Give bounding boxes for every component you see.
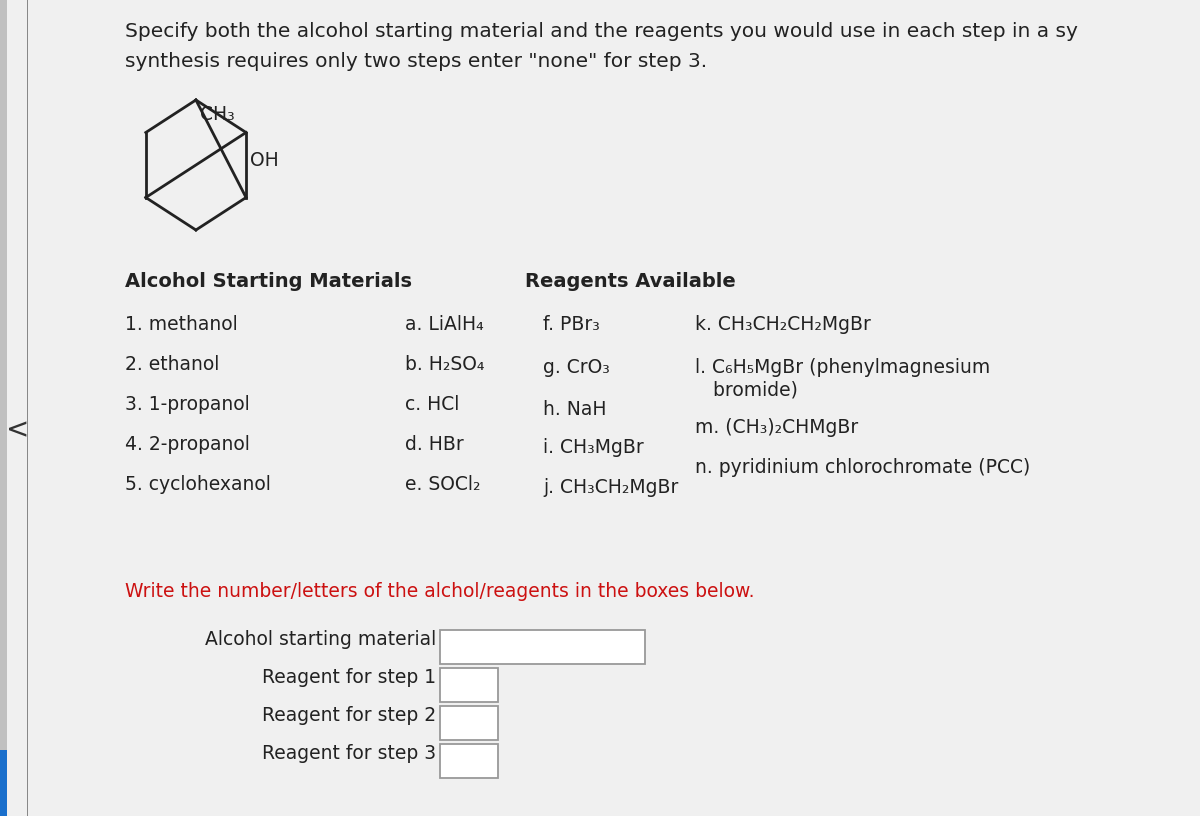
Bar bbox=[26, 0, 29, 816]
Text: 2. ethanol: 2. ethanol bbox=[125, 355, 220, 374]
Text: g. CrO₃: g. CrO₃ bbox=[544, 358, 610, 377]
Text: Reagent for step 2: Reagent for step 2 bbox=[263, 706, 437, 725]
Text: a. LiAlH₄: a. LiAlH₄ bbox=[406, 315, 484, 334]
Text: i. CH₃MgBr: i. CH₃MgBr bbox=[544, 438, 644, 457]
Text: 3. 1-propanol: 3. 1-propanol bbox=[125, 395, 250, 414]
Text: Alcohol starting material: Alcohol starting material bbox=[205, 630, 437, 649]
Text: n. pyridinium chlorochromate (PCC): n. pyridinium chlorochromate (PCC) bbox=[695, 458, 1030, 477]
Bar bbox=[440, 706, 498, 740]
Text: <: < bbox=[6, 416, 30, 444]
Bar bbox=[0, 750, 7, 816]
Bar bbox=[440, 744, 498, 778]
Text: l. C₆H₅MgBr (phenylmagnesium
   bromide): l. C₆H₅MgBr (phenylmagnesium bromide) bbox=[695, 358, 990, 399]
Text: Reagent for step 3: Reagent for step 3 bbox=[263, 744, 437, 763]
Text: m. (CH₃)₂CHMgBr: m. (CH₃)₂CHMgBr bbox=[695, 418, 858, 437]
Text: d. HBr: d. HBr bbox=[406, 435, 464, 454]
Text: 5. cyclohexanol: 5. cyclohexanol bbox=[125, 475, 270, 494]
Text: Write the number/letters of the alchol/reagents in the boxes below.: Write the number/letters of the alchol/r… bbox=[125, 582, 754, 601]
Text: OH: OH bbox=[251, 150, 280, 170]
Text: 4. 2-propanol: 4. 2-propanol bbox=[125, 435, 250, 454]
Text: Alcohol Starting Materials: Alcohol Starting Materials bbox=[125, 272, 412, 291]
Bar bbox=[440, 668, 498, 702]
Text: b. H₂SO₄: b. H₂SO₄ bbox=[406, 355, 485, 374]
Text: Reagent for step 1: Reagent for step 1 bbox=[263, 668, 437, 687]
Text: e. SOCl₂: e. SOCl₂ bbox=[406, 475, 481, 494]
Text: Specify both the alcohol starting material and the reagents you would use in eac: Specify both the alcohol starting materi… bbox=[125, 22, 1078, 41]
Text: CH₃: CH₃ bbox=[200, 105, 235, 124]
Text: h. NaH: h. NaH bbox=[544, 400, 607, 419]
Text: Reagents Available: Reagents Available bbox=[526, 272, 736, 291]
Text: 1. methanol: 1. methanol bbox=[125, 315, 238, 334]
Text: k. CH₃CH₂CH₂MgBr: k. CH₃CH₂CH₂MgBr bbox=[695, 315, 870, 334]
Bar bbox=[440, 630, 644, 664]
Text: synthesis requires only two steps enter "none" for step 3.: synthesis requires only two steps enter … bbox=[125, 52, 707, 71]
Text: f. PBr₃: f. PBr₃ bbox=[544, 315, 600, 334]
Text: c. HCl: c. HCl bbox=[406, 395, 460, 414]
Bar bbox=[0, 0, 7, 816]
Text: j. CH₃CH₂MgBr: j. CH₃CH₂MgBr bbox=[544, 478, 678, 497]
